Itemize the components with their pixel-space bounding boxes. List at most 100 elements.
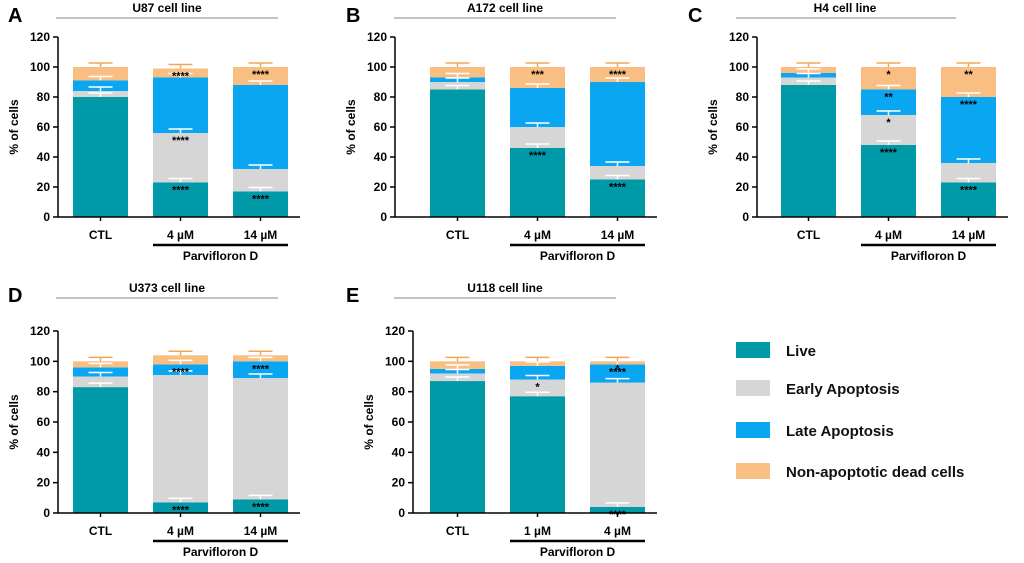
bar-segment-live [233,191,288,217]
significance-label: **** [880,147,898,159]
panel-letter: B [346,5,360,27]
y-tick-label: 120 [30,324,50,338]
y-tick-label: 60 [392,415,406,429]
y-tick-label: 120 [30,30,50,44]
bar-segment-late [510,88,565,127]
significance-label: * [886,117,891,129]
panel-letter: D [8,285,22,307]
bar-segment-live [73,387,128,513]
y-tick-label: 20 [37,476,51,490]
x-tick-label: 14 µM [244,524,278,538]
significance-label: **** [252,194,270,206]
bar-segment-late [590,82,645,166]
panel-letter: C [688,5,702,27]
significance-label: * [886,69,891,81]
x-tick-label: 4 µM [604,524,631,538]
legend-label-live: Live [786,343,816,360]
y-tick-label: 100 [385,354,405,368]
bar-segment-early [153,133,208,183]
y-tick-label: 60 [736,120,750,134]
bar-segment-dead [510,67,565,88]
bar-segment-early [590,382,645,507]
group-label: Parvifloron D [540,545,616,558]
x-tick-label: 4 µM [167,228,194,242]
bar-segment-live [430,381,485,513]
bar-segment-early [233,169,288,192]
y-tick-label: 120 [729,30,749,44]
bar-segment-early [153,374,208,503]
x-tick-label: 1 µM [524,524,551,538]
bar-segment-late [153,77,208,133]
y-axis-label: % of cells [706,99,720,155]
chart-panel-e: E U118 cell line % of cells 0 20 40 60 80 100 120… [346,281,657,559]
bar-segment-late [590,364,645,383]
bar-segment-early [941,163,996,183]
bar-segment-dead [861,67,916,90]
x-tick-label: CTL [446,524,469,538]
chart-title: U87 cell line [132,1,202,15]
panel-letter: E [346,285,359,307]
y-axis-label: % of cells [344,99,358,155]
bar-segment-live [73,97,128,217]
bar-segment-live [941,182,996,217]
bar-segment-live [590,179,645,217]
x-tick-label: CTL [797,228,820,242]
significance-label: ** [884,92,893,104]
significance-label: **** [172,71,190,83]
panel-letter: A [8,5,22,27]
bar-segment-live [430,89,485,217]
significance-label: **** [172,366,190,378]
bar-segment-live [233,499,288,513]
significance-label: **** [252,69,270,81]
bar-segment-early [510,127,565,148]
group-label: Parvifloron D [183,545,259,558]
chart-title: U118 cell line [467,281,543,295]
x-tick-label: CTL [89,524,112,538]
y-tick-label: 120 [385,324,405,338]
x-tick-label: 14 µM [601,228,635,242]
bar-segment-dead [73,67,128,81]
bar-segment-dead [430,67,485,78]
chart-panel-b: B A172 cell line % of cells 0 20 40 60 80 100 120… [344,1,657,263]
significance-label: **** [960,99,978,111]
y-tick-label: 40 [736,150,750,164]
bar-segment-late [233,361,288,379]
significance-label: **** [960,185,978,197]
x-tick-label: CTL [89,228,112,242]
significance-label: **** [609,182,627,194]
chart-panel-c: C H4 cell line % of cells 0 20 40 60 80 100 120 CT… [688,1,1008,263]
bar-segment-live [153,182,208,217]
bar-segment-dead [590,67,645,82]
chart-title: U373 cell line [129,281,205,295]
y-tick-label: 100 [30,60,50,74]
significance-label: **** [252,501,270,513]
y-tick-label: 40 [392,445,406,459]
y-tick-label: 40 [37,445,51,459]
chart-title: A172 cell line [467,1,543,15]
y-tick-label: 80 [392,385,406,399]
y-tick-label: 20 [374,180,388,194]
x-tick-label: 4 µM [524,228,551,242]
y-tick-label: 40 [37,150,51,164]
legend-label-dead: Non-apoptotic dead cells [786,464,964,481]
y-tick-label: 0 [380,210,387,224]
y-tick-label: 40 [374,150,388,164]
bar-segment-late [941,97,996,163]
chart-panel-d: D U373 cell line % of cells 0 20 40 60 80 100 120… [7,281,300,559]
y-tick-label: 100 [30,354,50,368]
y-tick-label: 60 [37,120,51,134]
y-tick-label: 20 [37,180,51,194]
y-axis-label: % of cells [362,394,376,450]
x-tick-label: 14 µM [952,228,986,242]
y-tick-label: 20 [736,180,750,194]
legend-label-late: Late Apoptosis [786,423,894,440]
legend-swatch-dead [736,463,770,479]
bar-segment-early [861,115,916,145]
legend-swatch-early [736,380,770,396]
group-label: Parvifloron D [183,249,259,263]
y-tick-label: 0 [742,210,749,224]
bar-segment-live [510,396,565,513]
y-tick-label: 100 [729,60,749,74]
significance-label: ** [964,69,973,81]
